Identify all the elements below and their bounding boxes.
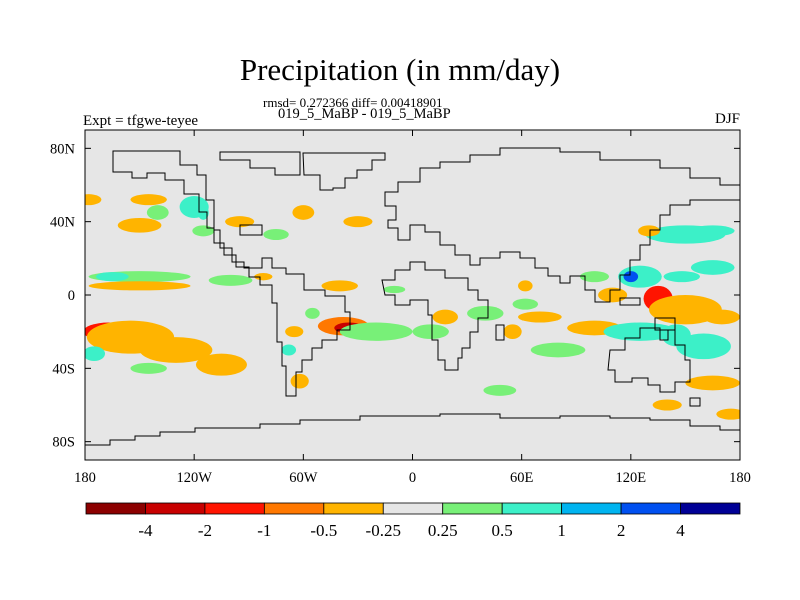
x-tick-label: 60E	[510, 470, 534, 486]
coastline-islands	[239, 224, 701, 407]
anomaly-blob	[530, 342, 586, 358]
colorbar-label: 1	[557, 521, 566, 540]
x-tick-label: 180	[74, 470, 96, 486]
anomaly-blob	[716, 408, 740, 420]
colorbar: -4 -2 -1 -0.5 -0.25 0.25 0.5 1 2 4	[85, 502, 741, 540]
colorbar-box	[323, 502, 384, 515]
coastline-canada-islands	[219, 151, 301, 176]
anomaly-blob	[483, 384, 517, 396]
anomaly-blob	[579, 271, 609, 283]
coastline-eurasia	[384, 147, 740, 303]
y-tick-label: 80S	[52, 435, 75, 451]
anomaly-blob	[305, 307, 320, 319]
anomaly-blob	[339, 322, 413, 341]
anomaly-blob	[685, 375, 740, 391]
stats-subtitle: rmsd= 0.272366 diff= 0.00418901	[263, 95, 443, 110]
coastline-australia	[607, 327, 691, 393]
anomaly-blob	[638, 225, 660, 237]
anomaly-blob	[343, 216, 373, 228]
y-tick-label: 0	[68, 288, 75, 304]
anomaly-blob	[663, 271, 700, 283]
anomaly-blob	[518, 311, 562, 323]
coastlines	[85, 147, 740, 446]
anomaly-blob	[85, 346, 106, 361]
anomaly-blob	[130, 194, 167, 206]
anomaly-blob	[690, 260, 735, 275]
x-tick-label: 120W	[176, 470, 212, 486]
x-tick-label: 120E	[616, 470, 647, 486]
anomaly-blob	[292, 205, 315, 220]
anomaly-blob	[85, 194, 102, 206]
map-background	[85, 130, 740, 460]
colorbar-box	[145, 502, 206, 515]
colorbar-label: -1	[257, 521, 271, 540]
anomaly-blob	[467, 306, 504, 321]
anomaly-blob	[95, 272, 129, 282]
colorbar-label: 4	[676, 521, 685, 540]
coastline-americas	[112, 150, 351, 397]
coastline-madagascar	[495, 324, 505, 341]
anomaly-blob	[321, 280, 358, 292]
anomaly-blob	[690, 225, 735, 237]
anomaly-blob	[263, 229, 289, 240]
colorbar-box	[620, 502, 681, 515]
anomaly-blob	[703, 309, 740, 325]
anomaly-blob	[652, 399, 682, 411]
anomaly-blob	[192, 225, 215, 237]
anomaly-blob	[285, 326, 304, 338]
colorbar-label: -2	[198, 521, 212, 540]
colorbar-label: -4	[138, 521, 153, 540]
colorbar-box	[382, 502, 444, 515]
season-label: DJF	[714, 111, 740, 127]
colorbar-label: 0.25	[428, 521, 458, 540]
anomaly-blob	[146, 205, 169, 220]
anomaly-blob	[225, 216, 255, 228]
y-tick-label: 40S	[52, 361, 75, 377]
colorbar-box	[680, 502, 741, 515]
x-tick-label: 60W	[289, 470, 318, 486]
anomaly-blob	[618, 265, 662, 288]
anomaly-blob	[503, 324, 522, 339]
colorbar-box	[501, 502, 563, 515]
colorbar-box	[204, 502, 265, 515]
colorbar-box	[561, 502, 622, 515]
anomaly-blob	[432, 309, 458, 325]
anomaly-blob	[649, 295, 722, 325]
anomaly-blob	[281, 344, 297, 356]
colorbar-box	[263, 502, 325, 515]
coastline-antarctica	[85, 413, 740, 446]
anomaly-blob	[130, 362, 167, 374]
colorbar-box	[442, 502, 503, 515]
anomaly-blob	[412, 324, 449, 339]
anomaly-blob	[512, 298, 539, 310]
page-title: Precipitation (in mm/day)	[239, 52, 561, 87]
experiment-label: Expt = tfgwe-teyee	[83, 113, 199, 129]
y-tick-label: 80N	[50, 141, 76, 157]
anomaly-blob	[290, 373, 309, 389]
colorbar-label: -0.5	[310, 521, 337, 540]
anomaly-blob	[518, 280, 533, 292]
coastline-greenland	[302, 152, 386, 191]
x-tick-label: 0	[409, 470, 416, 486]
anomaly-blob	[254, 273, 273, 281]
anomaly-blob	[195, 353, 247, 376]
anomaly-blob	[623, 271, 639, 283]
coastline-africa	[381, 261, 489, 371]
colorbar-label: -0.25	[366, 521, 401, 540]
colorbar-box	[85, 502, 146, 515]
x-tick-label: 180	[729, 470, 751, 486]
anomaly-blob	[208, 274, 253, 286]
anomaly-blob	[676, 333, 731, 360]
axes: 180 120W 60W 0 60E 120E 180 80N 40N 0 40S 80S	[50, 130, 751, 486]
anomaly-blob	[383, 285, 406, 294]
colorbar-label: 2	[617, 521, 626, 540]
anomaly-blob	[139, 337, 213, 363]
y-tick-label: 40N	[50, 215, 76, 231]
anomaly-field	[85, 194, 740, 420]
colorbar-label: 0.5	[492, 521, 513, 540]
anomaly-blob	[117, 218, 162, 233]
case-subtitle: 019_5_MaBP - 019_5_MaBP	[278, 106, 451, 122]
anomaly-blob	[88, 281, 191, 291]
